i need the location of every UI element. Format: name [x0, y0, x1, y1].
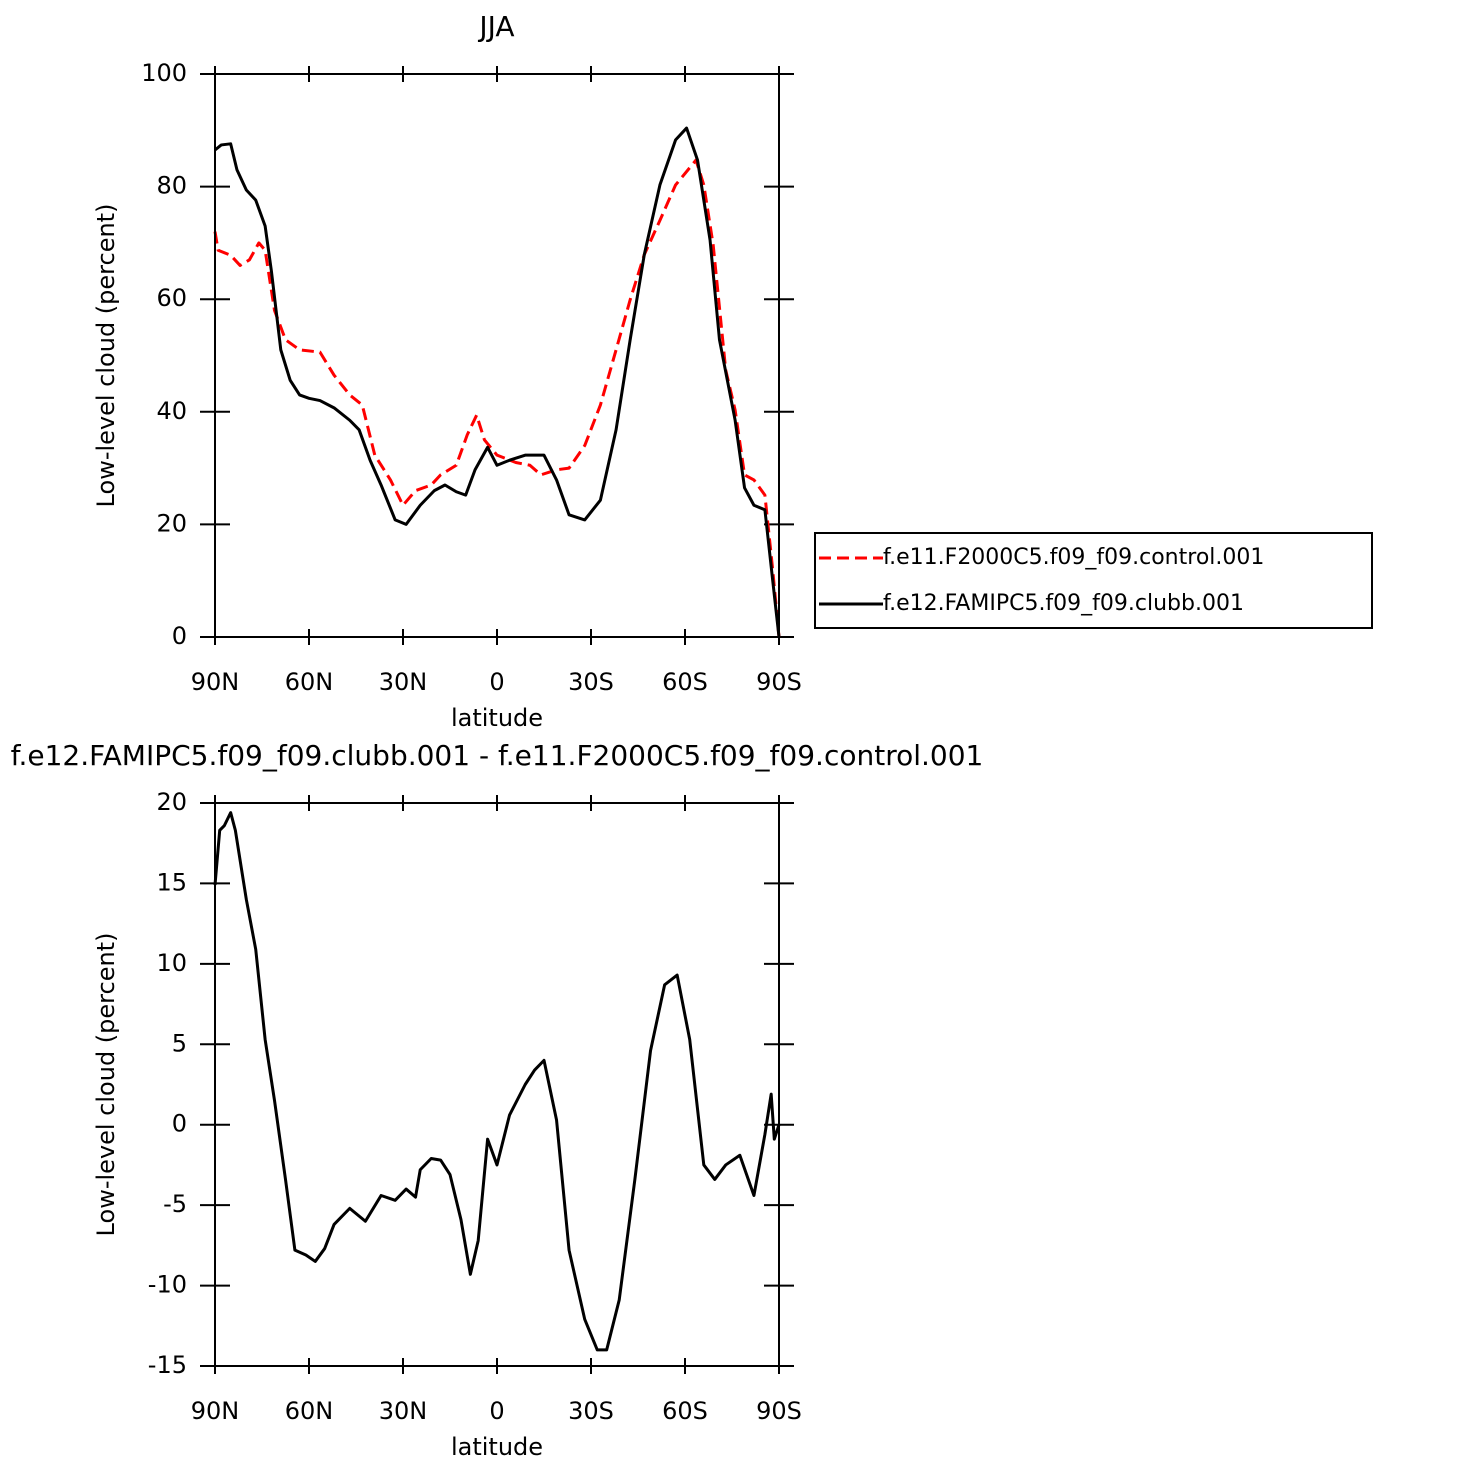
- x-tick-label: 90S: [756, 668, 802, 696]
- chart-title: JJA: [477, 10, 514, 43]
- x-tick-label: 0: [489, 668, 504, 696]
- x-tick-label: 30N: [379, 1397, 428, 1425]
- y-tick-label: 20: [156, 509, 187, 537]
- x-axis-label: latitude: [451, 1433, 543, 1461]
- x-tick-label: 90N: [191, 668, 240, 696]
- y-tick-label: 0: [172, 1110, 187, 1138]
- legend: f.e11.F2000C5.f09_f09.control.001 f.e12.F…: [814, 532, 1373, 629]
- x-tick-label: 60N: [285, 668, 334, 696]
- x-tick-label: 30N: [379, 668, 428, 696]
- y-tick-label: 100: [141, 59, 187, 87]
- x-tick-label: 60N: [285, 1397, 334, 1425]
- y-axis-label: Low-level cloud (percent): [92, 204, 120, 508]
- y-tick-label: -15: [148, 1351, 187, 1379]
- y-tick-label: -10: [148, 1271, 187, 1299]
- chart-title: f.e12.FAMIPC5.f09_f09.clubb.001 - f.e11.…: [11, 739, 984, 772]
- y-tick-label: 10: [156, 949, 187, 977]
- y-tick-label: 5: [172, 1029, 187, 1057]
- legend-label: f.e11.F2000C5.f09_f09.control.001: [883, 545, 1264, 570]
- x-tick-label: 30S: [568, 1397, 614, 1425]
- x-tick-label: 90S: [756, 1397, 802, 1425]
- y-tick-label: -5: [163, 1190, 187, 1218]
- plot-frame: [214, 802, 780, 1367]
- x-tick-label: 30S: [568, 668, 614, 696]
- x-tick-label: 90N: [191, 1397, 240, 1425]
- y-tick-label: 20: [156, 788, 187, 816]
- x-axis-label: latitude: [451, 704, 543, 732]
- x-tick-label: 0: [489, 1397, 504, 1425]
- x-tick-label: 60S: [662, 1397, 708, 1425]
- data-line: [213, 811, 781, 1352]
- y-axis-label: Low-level cloud (percent): [92, 933, 120, 1237]
- plot-frame: [214, 73, 780, 638]
- legend-label: f.e12.FAMIPC5.f09_f09.clubb.001: [883, 591, 1244, 616]
- y-tick-label: 60: [156, 284, 187, 312]
- y-tick-label: 80: [156, 172, 187, 200]
- x-tick-label: 60S: [662, 668, 708, 696]
- y-tick-label: 15: [156, 868, 187, 896]
- legend-frame: [814, 532, 1373, 629]
- data-line: [213, 158, 781, 638]
- y-tick-label: 40: [156, 397, 187, 425]
- data-line: [214, 126, 781, 638]
- y-tick-label: 0: [172, 622, 187, 650]
